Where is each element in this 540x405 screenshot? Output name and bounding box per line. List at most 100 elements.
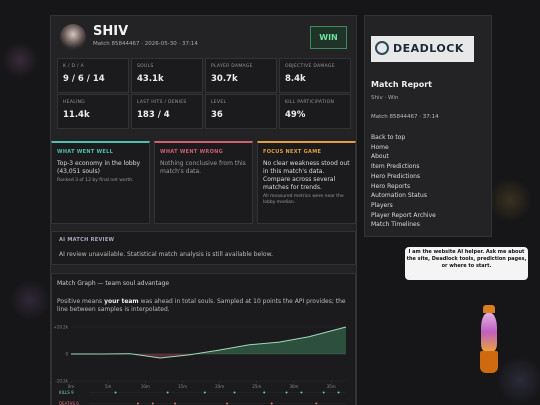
sidebar-link[interactable]: Home [371, 143, 389, 151]
y-tick-label: +10.2k [53, 325, 68, 330]
kill-marker [300, 391, 303, 394]
stat-cell: OBJECTIVE DAMAGE 8.4k [279, 58, 351, 93]
card-text: Nothing conclusive from this match's dat… [160, 160, 246, 175]
insight-card: WHAT WENT WELL Top-3 economy in the lobby… [51, 141, 150, 224]
graph-desc: was ahead in total souls. Sampled at 10 … [57, 298, 346, 313]
death-marker [136, 402, 139, 405]
card-text: Top-3 economy in the lobby (43,051 souls… [57, 160, 141, 175]
kills-label: KILLS 9 [59, 390, 74, 395]
graph-title: Match Graph — team soul advantage [57, 280, 170, 287]
sidebar-link[interactable]: Match Timelines [371, 221, 420, 229]
death-marker [174, 402, 177, 405]
sidebar: DEADLOCK Match Report Shiv · Win Match 8… [364, 15, 492, 237]
kill-marker [337, 391, 340, 394]
kill-marker [166, 391, 169, 394]
stat-value: 30.7k [211, 74, 238, 84]
card-note: All measured metrics were near the lobby… [263, 194, 344, 205]
kill-marker [263, 391, 266, 394]
x-tick-label: 25m [252, 384, 261, 389]
sidebar-link[interactable]: Player Report Archive [371, 211, 436, 219]
stat-label: K / D / A [63, 64, 84, 69]
ai-review-title: AI MATCH REVIEW [59, 237, 115, 243]
logo-text: DEADLOCK [393, 42, 464, 55]
stat-value: 36 [211, 110, 223, 120]
sidebar-link[interactable]: Hero Reports [371, 182, 411, 190]
card-body: Top-3 economy in the lobby (43,051 souls… [57, 160, 145, 184]
sidebar-links: Back to top Home About Item Predictions Hero… [371, 133, 436, 230]
lamp-base [480, 351, 498, 373]
graph-desc-bold: your team [104, 298, 139, 305]
stat-cell: SOULS 43.1k [131, 58, 203, 93]
stat-label: OBJECTIVE DAMAGE [285, 64, 335, 69]
stat-label: PLAYER DAMAGE [211, 64, 253, 69]
y-tick-label: -10.2k [55, 379, 68, 384]
x-tick-label: 35m [327, 384, 336, 389]
death-marker [270, 402, 273, 405]
x-tick-label: 10m [141, 384, 150, 389]
sidebar-link[interactable]: About [371, 153, 389, 161]
sidebar-link[interactable]: Players [371, 201, 393, 209]
lava-lamp-icon[interactable] [480, 305, 498, 373]
death-marker [226, 402, 229, 405]
lamp-glass [481, 313, 497, 351]
stat-label: LAST HITS / DENIES [137, 100, 187, 105]
ai-review: AI MATCH REVIEW AI review unavailable. S… [51, 231, 356, 265]
stat-cell: LEVEL 36 [205, 94, 277, 129]
sidebar-title: Match Report [371, 80, 432, 89]
kill-marker [285, 391, 288, 394]
card-title: WHAT WENT WRONG [160, 149, 224, 155]
card-body: Nothing conclusive from this match's dat… [160, 160, 248, 176]
stat-value: 49% [285, 110, 306, 120]
graph-description: Positive means your team was ahead in to… [57, 298, 347, 314]
player-name: SHIV [93, 24, 129, 39]
line [71, 326, 347, 359]
stat-value: 9 / 6 / 14 [63, 74, 105, 84]
stat-cell: KILL PARTICIPATION 49% [279, 94, 351, 129]
x-tick-label: 30m [289, 384, 298, 389]
kill-marker [233, 391, 236, 394]
sidebar-link[interactable]: Hero Predictions [371, 172, 421, 180]
stat-cell: K / D / A 9 / 6 / 14 [57, 58, 129, 93]
sidebar-link[interactable]: Item Predictions [371, 163, 420, 171]
stat-cell: PLAYER DAMAGE 30.7k [205, 58, 277, 93]
card-note: Ranked 3 of 12 by final net worth. [57, 178, 134, 183]
sidebar-link[interactable]: Back to top [371, 134, 406, 141]
card-title: FOCUS NEXT GAME [263, 149, 322, 155]
sidebar-meta: Match 85844467 · 37:14 [371, 114, 439, 120]
stat-value: 183 / 4 [137, 110, 170, 120]
x-tick-label: 20m [215, 384, 224, 389]
insight-card: FOCUS NEXT GAME No clear weakness stood o… [257, 141, 356, 224]
graph-desc: Positive means [57, 298, 105, 305]
x-tick-label: 15m [178, 384, 187, 389]
ai-review-text: AI review unavailable. Statistical match… [59, 251, 273, 258]
stat-label: LEVEL [211, 100, 227, 105]
death-marker [315, 402, 318, 405]
stat-label: KILL PARTICIPATION [285, 100, 335, 105]
sidebar-link[interactable]: Automation Status [371, 192, 427, 200]
y-tick-label: 0 [65, 352, 68, 357]
logo-icon [375, 41, 389, 55]
card-text: No clear weakness stood out in this matc… [263, 160, 350, 191]
sidebar-subtitle: Shiv · Win [371, 95, 399, 101]
card-title: WHAT WENT WELL [57, 149, 114, 155]
main-panel: SHIV Match 85844467 · 2026-05-30 · 37:14… [50, 15, 357, 405]
result-badge: WIN [310, 26, 347, 49]
kill-marker [114, 391, 117, 394]
stat-label: HEALING [63, 100, 86, 105]
logo: DEADLOCK [371, 36, 474, 62]
avatar [60, 24, 86, 50]
x-tick-label: 0m [68, 384, 75, 389]
kill-marker [322, 391, 325, 394]
helper-bubble[interactable]: I am the website AI helper. Ask me about… [405, 247, 528, 280]
area-positive [71, 327, 346, 354]
stat-cell: LAST HITS / DENIES 183 / 4 [131, 94, 203, 129]
match-meta: Match 85844467 · 2026-05-30 · 37:14 [93, 41, 198, 47]
stat-value: 8.4k [285, 74, 306, 84]
stat-value: 11.4k [63, 110, 90, 120]
x-tick-label: 5m [105, 384, 112, 389]
card-body: No clear weakness stood out in this matc… [263, 160, 351, 206]
kill-marker [203, 391, 206, 394]
lamp-top [483, 305, 495, 313]
